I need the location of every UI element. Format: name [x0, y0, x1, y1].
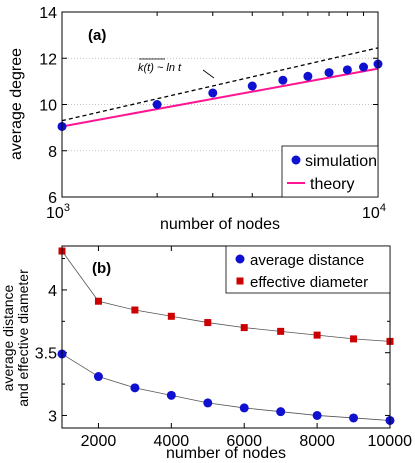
annotation-pointer	[202, 69, 215, 79]
legend-b: average distance effective diameter	[225, 245, 391, 294]
series-points	[57, 59, 383, 131]
legend-a: simulation theory	[281, 145, 379, 198]
effective-diameter-point	[167, 312, 175, 320]
annotation-text: k(t) ~ ln t	[138, 62, 182, 74]
x-tick-label: 103	[46, 202, 70, 222]
effective-diameter-point	[313, 331, 321, 339]
simulation-point	[303, 71, 313, 81]
effective-diameter-point	[204, 319, 212, 327]
legend-average-distance-marker	[235, 254, 245, 264]
y-tick-label: 3.5	[35, 346, 57, 363]
effective-diameter-point	[277, 327, 285, 335]
legend-box-b	[225, 245, 391, 294]
y-axis-label-a: average degree	[8, 48, 25, 160]
panel-label-a: (a)	[88, 27, 106, 44]
y-axis-label-b-line1: average distance	[0, 284, 16, 391]
simulation-point	[342, 65, 352, 75]
panel-label-b: (b)	[92, 260, 111, 277]
legend-effective-diameter-label: effective diameter	[250, 274, 368, 291]
y-axis-label-b-line2: and effective diameter	[15, 269, 31, 407]
y-tick-label: 14	[39, 5, 57, 22]
series-lines-b	[61, 250, 391, 421]
x-axis-label-b: number of nodes	[166, 445, 286, 462]
average-distance-point	[130, 383, 140, 393]
legend-effective-diameter-marker	[236, 277, 244, 285]
simulation-point	[359, 62, 369, 72]
x-tick-labels: 103 104	[46, 202, 386, 222]
legend-theory-label: theory	[310, 176, 354, 193]
legend-box-a	[281, 145, 379, 198]
average-distance-point	[349, 413, 359, 423]
y-tick-labels-b: 33.54	[35, 283, 57, 426]
series-lines	[61, 47, 379, 128]
simulation-point	[324, 68, 334, 78]
series-connector-line	[61, 250, 391, 342]
average-distance-point	[203, 398, 213, 408]
y-tick-label: 12	[39, 51, 57, 68]
legend-simulation-marker	[291, 155, 301, 165]
average-distance-point	[239, 403, 249, 413]
x-tick-label: 104	[362, 202, 386, 222]
y-tick-label: 10	[39, 98, 57, 115]
y-tick-label: 4	[48, 283, 57, 300]
simulation-point	[247, 81, 257, 91]
x-tick-label: 8000	[299, 433, 335, 450]
average-distance-point	[312, 410, 322, 420]
panel-a: (a) k(t) ~ ln t 6 8 10 12 14 103 104 number o…	[8, 5, 386, 233]
effective-diameter-point	[131, 306, 139, 314]
legend-simulation-label: simulation	[305, 153, 377, 170]
effective-diameter-point	[94, 297, 102, 305]
simulation-point	[208, 88, 218, 98]
panel-b: (b) 33.54 2000 4000 6000 8000 10000 number o…	[0, 245, 412, 462]
y-tick-label: 8	[48, 144, 57, 161]
x-tick-labels-b: 2000 4000 6000 8000 10000	[81, 433, 412, 450]
x-tick-label: 4000	[154, 433, 190, 450]
theory-line	[61, 67, 379, 128]
simulation-point	[278, 75, 288, 85]
average-distance-point	[276, 407, 286, 417]
average-distance-point	[166, 390, 176, 400]
y-tick-label: 3	[48, 408, 57, 425]
y-tick-labels: 6 8 10 12 14	[39, 5, 57, 207]
x-tick-label: 10000	[368, 433, 413, 450]
series-connector-line	[61, 353, 391, 421]
effective-diameter-point	[350, 335, 358, 343]
average-distance-point	[93, 372, 103, 382]
k-ln-t-dashed-line	[61, 47, 379, 122]
x-tick-label: 6000	[226, 433, 262, 450]
plot-frame-a	[61, 11, 379, 198]
x-axis-label-a: number of nodes	[160, 216, 280, 233]
legend-average-distance-label: average distance	[250, 252, 364, 269]
y-tick-label: 6	[48, 190, 57, 207]
x-tick-label: 2000	[81, 433, 117, 450]
simulation-point	[152, 100, 162, 109]
effective-diameter-point	[240, 324, 248, 332]
